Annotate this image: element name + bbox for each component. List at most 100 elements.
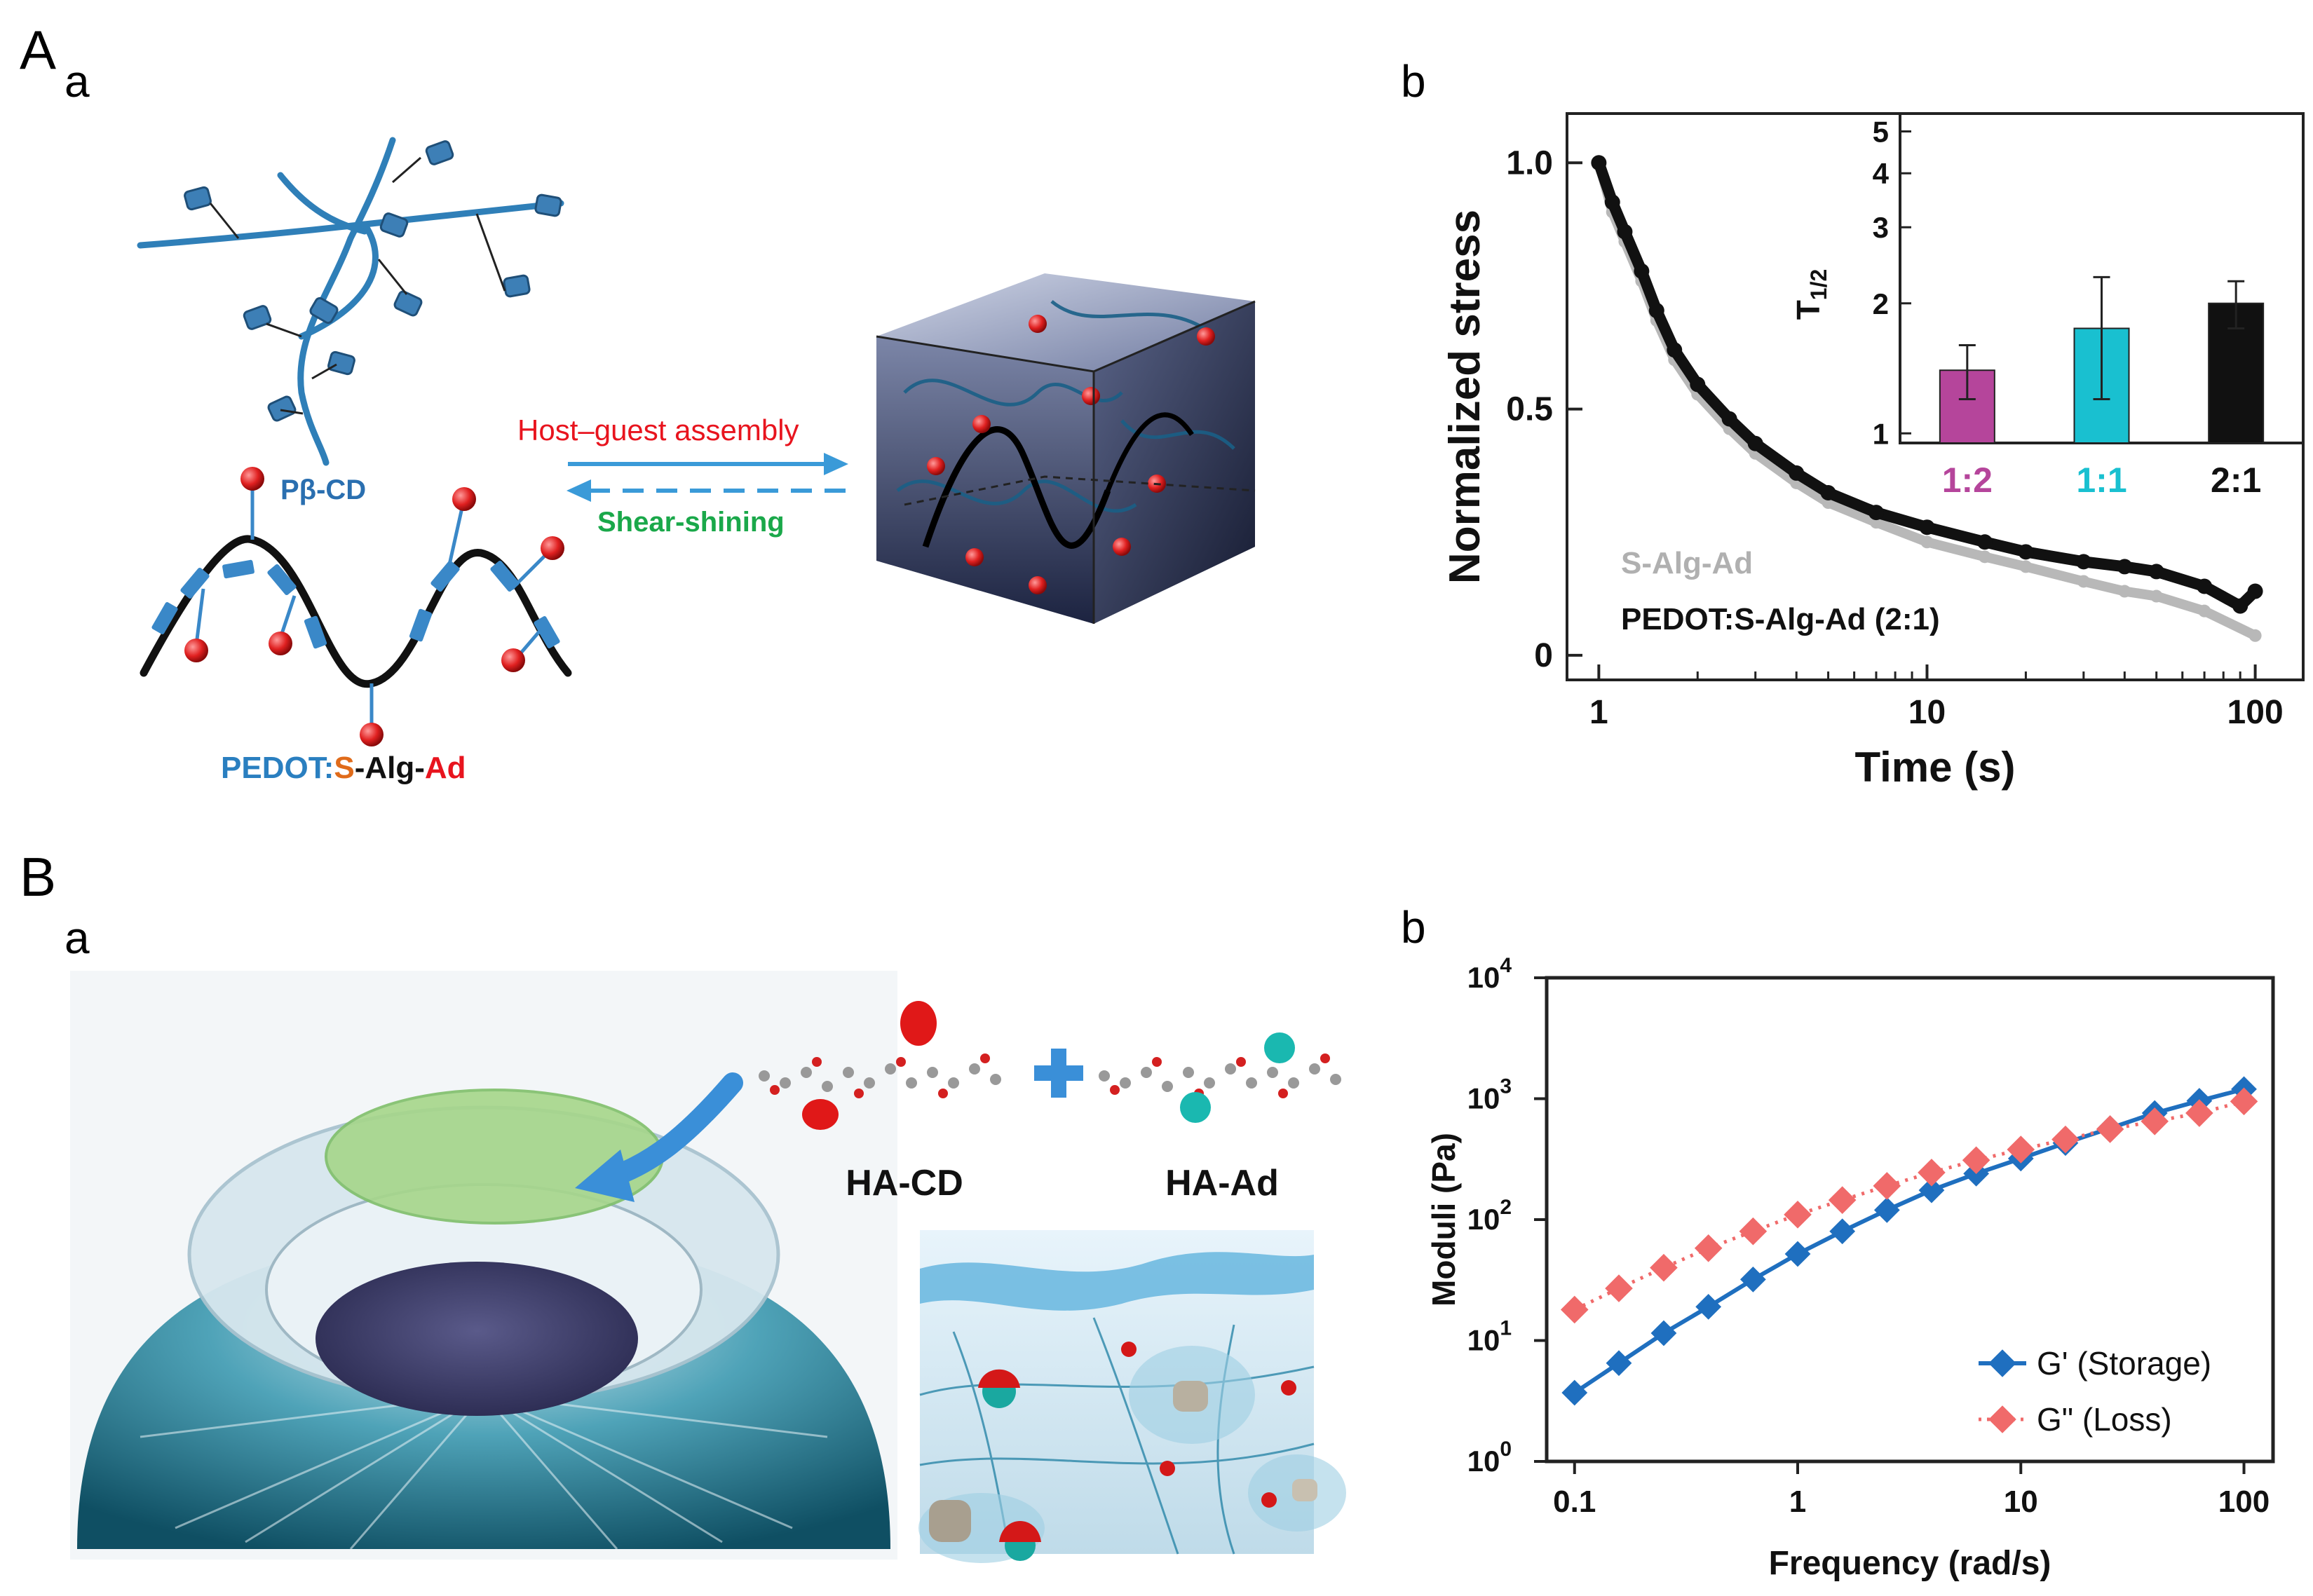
legend-loss: G" (Loss) — [2037, 1401, 2172, 1438]
network-inset-illustration — [918, 1230, 1346, 1563]
panel-label-B-a: a — [65, 913, 90, 963]
data-point — [2197, 578, 2213, 594]
inset-category-label: 2:1 — [2211, 461, 2261, 500]
inset-y-tick-label: 3 — [1873, 211, 1889, 244]
chart-b-series — [1560, 1076, 2258, 1406]
y-tick-label: 104 — [1467, 954, 1512, 994]
panel-label-B: B — [20, 846, 56, 908]
x-tick-label: 1 — [1789, 1485, 1806, 1519]
inset-y-ticks: 1 2 3 4 5 — [1873, 116, 1911, 450]
loss-point — [1828, 1186, 1857, 1214]
storage-point — [1561, 1379, 1588, 1406]
pbcd-polymer-illustration — [137, 137, 564, 466]
data-point — [1617, 224, 1633, 240]
data-point — [1648, 303, 1664, 319]
pbcd-label: Pβ-CD — [280, 475, 366, 505]
chart-a-legend-black: PEDOT:S-Alg-Ad (2:1) — [1621, 602, 1940, 636]
data-point — [2018, 544, 2034, 560]
data-point — [1868, 505, 1884, 521]
chart-a-x-label: Time (s) — [1855, 744, 2016, 791]
inset-y-tick-label: 1 — [1873, 417, 1889, 450]
data-point — [2075, 554, 2091, 570]
panel-label-A: A — [20, 19, 56, 81]
data-point — [2248, 629, 2262, 642]
loss-point — [2096, 1115, 2124, 1143]
y-tick-label: 0.5 — [1506, 391, 1553, 428]
loss-point — [1605, 1274, 1633, 1302]
x-tick-label: 1 — [1589, 694, 1608, 731]
chart-a-legend-gray: S-Alg-Ad — [1621, 546, 1753, 580]
data-point — [2019, 560, 2033, 573]
loss-point — [2230, 1087, 2258, 1116]
hydrogel-patch-illustration — [325, 1089, 664, 1225]
chart-stress-relaxation: 1 10 100 0 0.5 1.0 Time (s) Normalized stres… — [1441, 112, 2305, 791]
chart-a-y-ticks: 0 0.5 1.0 — [1506, 144, 1582, 674]
ha-cd-molecule-illustration — [759, 1001, 1001, 1130]
inset-y-label: T1/2 — [1790, 269, 1831, 320]
ha-ad-label: HA-Ad — [1165, 1163, 1279, 1203]
inset-y-tick-label: 2 — [1873, 287, 1889, 320]
chart-b-y-ticks: 100 101 102 103 104 — [1467, 954, 1547, 1478]
data-point — [2077, 575, 2090, 588]
inset-bars: 1:2 1:1 2:1 — [1939, 275, 2265, 500]
data-point — [1690, 376, 1706, 393]
loss-point — [2185, 1099, 2213, 1127]
pupil-illustration — [316, 1262, 638, 1416]
host-guest-label: Host–guest assembly — [517, 414, 799, 446]
chart-a-y-label: Normalized stress — [1441, 210, 1489, 584]
ha-cd-label: HA-CD — [846, 1163, 963, 1203]
schematic-a: Pβ-CD — [137, 137, 1256, 785]
panel-label-A-b: b — [1401, 56, 1426, 107]
chart-a-inset: 1 2 3 4 5 1:2 1:1 2:1 T1/2 — [1790, 112, 2305, 500]
loss-point — [2051, 1125, 2080, 1154]
chart-a-series — [1591, 155, 2263, 642]
loss-point — [2007, 1135, 2035, 1164]
x-tick-label: 0.1 — [1553, 1485, 1596, 1519]
x-tick-label: 100 — [2218, 1485, 2270, 1519]
x-tick-label: 10 — [2004, 1485, 2038, 1519]
pedot-label: PEDOT:S-Alg-Ad — [221, 751, 466, 785]
chart-b-y-label: Moduli (Pa) — [1425, 1133, 1462, 1307]
data-point — [2198, 604, 2211, 618]
data-point — [2148, 564, 2164, 580]
data-point — [1591, 155, 1607, 171]
data-point — [1789, 465, 1805, 481]
hydrogel-cube-illustration — [876, 273, 1256, 624]
loss-point — [1918, 1159, 1946, 1187]
y-tick-label: 100 — [1467, 1438, 1512, 1478]
chart-b-plot-frame — [1545, 976, 2275, 1464]
panel-label-A-a: a — [65, 56, 90, 107]
chart-b-x-label: Frequency (rad/s) — [1769, 1545, 2051, 1582]
loss-point — [1650, 1253, 1678, 1282]
loss-point — [1694, 1234, 1723, 1262]
data-point — [1634, 263, 1650, 279]
data-point — [2117, 559, 2133, 575]
storage-point — [1606, 1350, 1632, 1377]
sulfonate-blocks — [151, 559, 560, 649]
chart-a-x-ticks: 1 10 100 — [1589, 664, 2284, 731]
y-tick-label: 103 — [1467, 1075, 1512, 1115]
data-point — [2247, 583, 2263, 599]
chart-b-x-ticks: 0.1 1 10 100 — [1553, 1461, 2270, 1519]
data-point — [1920, 536, 1934, 549]
x-tick-label: 100 — [2227, 694, 2284, 731]
inset-y-tick-label: 4 — [1873, 157, 1890, 190]
loss-line — [1573, 1099, 2245, 1311]
shear-label: Shear-shining — [597, 507, 785, 538]
inset-category-label: 1:1 — [2076, 461, 2127, 500]
panel-label-B-b: b — [1401, 902, 1426, 953]
plus-icon — [1034, 1049, 1083, 1098]
inset-y-tick-label: 5 — [1873, 116, 1889, 149]
data-point — [2232, 598, 2248, 614]
reverse-arrow — [567, 479, 848, 502]
storage-point — [1873, 1196, 1900, 1223]
storage-line — [1573, 1086, 2245, 1395]
storage-point — [1739, 1266, 1766, 1293]
y-tick-label: 0 — [1534, 637, 1553, 674]
ha-ad-molecule-illustration — [1099, 1032, 1341, 1123]
data-point — [2150, 589, 2163, 603]
data-point — [1978, 550, 1991, 564]
cd-ring-icons — [184, 140, 562, 422]
forward-arrow — [568, 453, 848, 475]
